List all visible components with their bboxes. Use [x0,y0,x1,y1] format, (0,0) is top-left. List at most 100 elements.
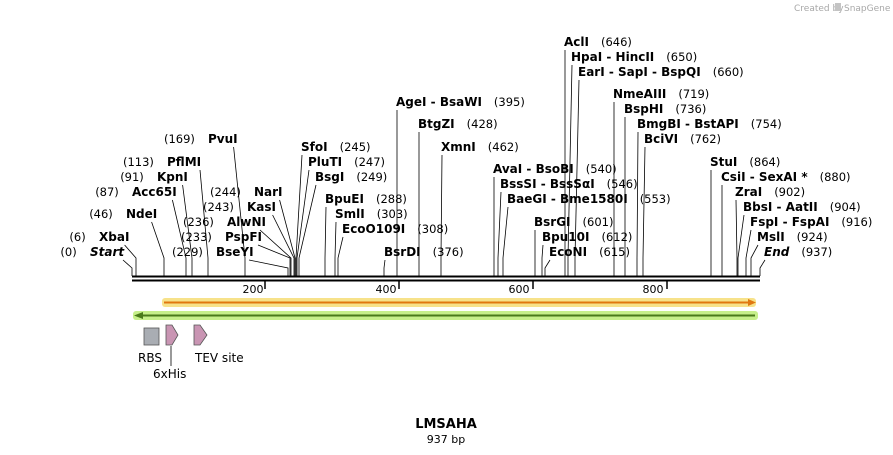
site-position: (46) [89,207,113,221]
site-name: HpaI - HincII [571,50,654,64]
site-name: BmgBI - BstAPI [637,117,739,131]
feature-rbs[interactable]: RBS [138,327,162,365]
site-label[interactable]: (243) KasI [203,200,276,214]
site-leader-line [248,259,289,276]
site-position: (0) [60,245,76,259]
site-leader-line [296,169,310,276]
site-leader-line [642,146,646,276]
site-leader-line [151,221,165,276]
feature-tev-site[interactable]: TEV site [193,324,244,365]
ruler-tick-label: 600 [509,283,530,296]
site-label[interactable]: (6) XbaI [69,230,129,244]
feature-label: TEV site [194,351,244,365]
site-position: (880) [820,170,851,184]
site-label[interactable]: NmeAIII (719) [613,87,709,101]
site-label[interactable]: (229) BseYI [172,245,254,259]
site-label[interactable]: EcoO109I (308) [342,222,448,236]
site-leader-line [259,229,292,276]
site-label[interactable]: BciVI (762) [644,132,721,146]
site-name: CsiI - SexAI * [721,170,808,184]
site-name: KpnI [157,170,188,184]
ruler-tick-label: 800 [643,283,664,296]
site-name: BciVI [644,132,678,146]
site-name: BtgZI [418,117,455,131]
site-label[interactable]: FspI - FspAI (916) [750,215,872,229]
site-leader-line [324,206,327,276]
site-label[interactable]: BspHI (736) [624,102,706,116]
site-label[interactable]: CsiI - SexAI * (880) [721,170,851,184]
site-label[interactable]: (91) KpnI [120,170,188,184]
site-label[interactable]: BssSI - BssSαI (546) [500,177,638,191]
site-label[interactable]: XmnI (462) [441,140,519,154]
ruler: 200 400 600 800 [243,281,668,296]
site-label[interactable]: (87) Acc65I [95,185,176,199]
site-label[interactable]: BsrDI (376) [384,245,464,259]
site-name: MslI [757,230,785,244]
site-label[interactable]: BaeGI - Bme1580I (553) [507,192,671,206]
site-leader-line [182,184,193,276]
site-label[interactable]: (236) AlwNI [183,215,266,229]
site-label[interactable]: Bpu10I (612) [542,230,632,244]
sequence-length: 937 bp [427,433,465,446]
site-name: KasI [247,200,276,214]
site-label[interactable]: SmlI (303) [335,207,408,221]
site-name: FspI - FspAI [750,215,829,229]
site-label[interactable]: BsrGI (601) [534,215,613,229]
site-label[interactable]: SfoI (245) [301,140,371,154]
site-label[interactable]: StuI (864) [710,155,780,169]
site-position: (247) [354,155,385,169]
site-label[interactable]: (169) PvuI [164,132,238,146]
site-position: (428) [467,117,498,131]
site-position: (243) [203,200,234,214]
site-leader-line [502,206,509,276]
reverse-strand-feature-arrow[interactable] [133,311,758,320]
site-label[interactable]: AvaI - BsoBI (540) [493,162,617,176]
site-label[interactable]: EcoNI (615) [549,245,630,259]
site-label[interactable]: End (937) [764,245,832,259]
site-label[interactable]: PluTI (247) [308,155,385,169]
site-label[interactable]: AclI (646) [564,35,632,49]
site-label[interactable]: BmgBI - BstAPI (754) [637,117,782,131]
forward-strand-feature-arrow[interactable] [162,298,756,307]
site-leader-line [737,214,745,276]
site-label[interactable]: EarI - SapI - BspQI (660) [578,65,744,79]
site-name: EcoNI [549,245,587,259]
site-position: (546) [607,177,638,191]
site-label[interactable]: (113) PflMI [123,155,201,169]
site-name: SmlI [335,207,365,221]
site-position: (288) [376,192,407,206]
site-position: (736) [675,102,706,116]
site-label[interactable]: BpuEI (288) [325,192,407,206]
site-label[interactable]: MslI (924) [757,230,828,244]
site-name: Bpu10I [542,230,589,244]
site-name: EcoO109I [342,222,405,236]
site-name: StuI [710,155,737,169]
site-label[interactable]: BtgZI (428) [418,117,498,131]
feature-6xhis[interactable]: 6xHis [153,324,186,381]
site-name: PluTI [308,155,342,169]
his-tag-arrow-icon [165,324,179,346]
site-label[interactable]: (0) Start [60,245,125,259]
site-label[interactable]: (233) PspFI [181,230,262,244]
site-position: (462) [488,140,519,154]
site-label[interactable]: HpaI - HincII (650) [571,50,697,64]
site-name: AclI [564,35,589,49]
site-position: (553) [640,192,671,206]
site-leader-line [497,191,502,276]
site-name: AvaI - BsoBI [493,162,574,176]
site-label[interactable]: BsgI (249) [315,170,387,184]
site-name: BspHI [624,102,663,116]
site-name: BseYI [216,245,254,259]
site-label[interactable]: AgeI - BsaWI (395) [396,95,525,109]
site-name: Start [90,245,125,259]
site-name: PvuI [208,132,238,146]
site-label[interactable]: BbsI - AatII (904) [743,200,861,214]
site-leader-line [750,244,759,276]
site-label[interactable]: ZraI (902) [735,185,805,199]
site-position: (937) [801,245,832,259]
site-label[interactable]: (46) NdeI [89,207,157,221]
site-name: NarI [254,185,283,199]
site-label[interactable]: (244) NarI [210,185,283,199]
site-position: (91) [120,170,144,184]
branding-created-by: Created by [794,4,844,14]
